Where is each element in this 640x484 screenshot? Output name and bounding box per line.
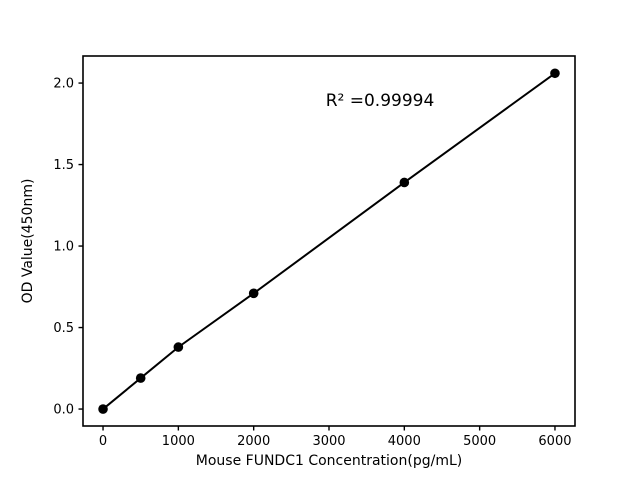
plot-border: [82, 55, 576, 427]
data-point: [550, 68, 560, 79]
y-tick-label: 2.0: [53, 77, 74, 92]
x-tick-label: 4000: [388, 434, 421, 449]
y-axis-label: OD Value(450nm): [20, 179, 36, 304]
data-point: [98, 404, 108, 414]
data-point: [248, 288, 259, 299]
x-tick-label: 1000: [162, 434, 195, 449]
x-axis-label: Mouse FUNDC1 Concentration(pg/mL): [196, 453, 462, 469]
r-squared-annotation: R² =0.99994: [326, 91, 435, 111]
data-point: [399, 177, 410, 188]
x-tick-label: 2000: [237, 434, 270, 449]
y-tick-label: 0.0: [53, 403, 74, 418]
data-point: [135, 373, 146, 383]
data-point: [173, 342, 184, 352]
x-tick-label: 6000: [538, 434, 571, 449]
y-tick-label: 1.0: [53, 240, 74, 255]
chart-generated-layer: 0 1000 2000 3000 4000 5000 6000 0.0 0.5 1.0 1.5 2.0: [53, 68, 572, 449]
x-tick-label: 0: [99, 434, 107, 449]
x-tick-label: 5000: [463, 434, 496, 449]
standard-curve-line: [102, 72, 556, 411]
y-tick-label: 1.5: [53, 158, 74, 173]
y-tick-label: 0.5: [53, 321, 74, 336]
x-tick-label: 3000: [312, 434, 345, 449]
